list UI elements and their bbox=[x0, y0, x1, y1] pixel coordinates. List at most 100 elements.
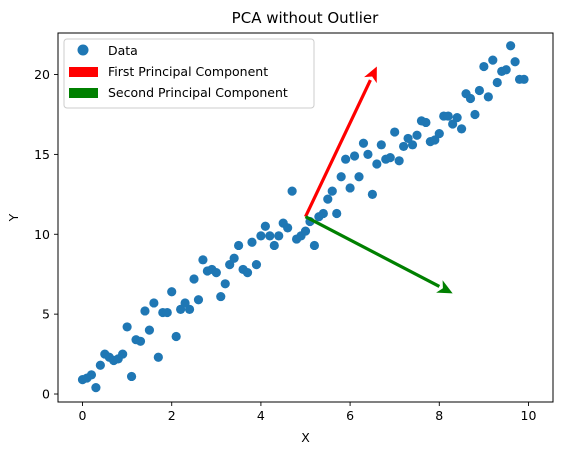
data-point bbox=[95, 360, 105, 370]
data-point bbox=[349, 151, 360, 161]
data-point bbox=[354, 172, 364, 182]
second-component-arrow-head bbox=[436, 280, 453, 294]
data-point bbox=[345, 183, 355, 193]
data-point bbox=[358, 138, 369, 148]
data-point bbox=[407, 140, 418, 150]
data-point bbox=[448, 119, 458, 129]
data-point bbox=[91, 383, 101, 393]
data-point bbox=[144, 325, 155, 335]
y-tick-label: 15 bbox=[34, 147, 50, 162]
data-point bbox=[269, 240, 279, 251]
data-point bbox=[519, 74, 529, 84]
data-point bbox=[122, 322, 132, 332]
y-tick-label: 0 bbox=[42, 387, 50, 402]
second-component-arrow-shaft bbox=[304, 215, 441, 288]
data-point bbox=[470, 109, 480, 120]
data-point bbox=[86, 370, 97, 380]
data-point bbox=[229, 253, 239, 263]
legend-second-component-swatch bbox=[69, 88, 98, 98]
data-point bbox=[510, 57, 520, 67]
data-point bbox=[385, 152, 395, 163]
x-tick-label: 2 bbox=[168, 408, 176, 423]
data-point bbox=[251, 260, 262, 270]
data-point bbox=[399, 141, 409, 152]
data-point bbox=[216, 291, 226, 302]
data-point bbox=[390, 127, 400, 137]
data-point bbox=[140, 306, 150, 316]
data-point bbox=[403, 133, 413, 144]
data-point bbox=[135, 336, 146, 346]
x-tick-label: 8 bbox=[435, 408, 443, 423]
data-point bbox=[506, 41, 516, 51]
data-point bbox=[483, 92, 493, 102]
data-point bbox=[256, 231, 266, 241]
axes-ticks: 0 2 4 6 8 10 0 5 10 15 20 bbox=[34, 67, 536, 423]
data-point bbox=[234, 240, 244, 251]
legend-first-component-swatch bbox=[69, 67, 98, 77]
y-tick-label: 20 bbox=[34, 67, 50, 82]
data-point bbox=[118, 349, 128, 359]
y-axis-label: Y bbox=[6, 213, 21, 222]
first-component-arrow-shaft bbox=[304, 79, 372, 218]
data-point bbox=[171, 331, 181, 342]
data-point bbox=[412, 130, 422, 140]
data-point bbox=[443, 111, 453, 121]
data-point bbox=[492, 77, 502, 88]
data-point bbox=[309, 240, 320, 251]
data-point bbox=[394, 156, 404, 166]
data-point bbox=[265, 231, 275, 241]
data-point bbox=[287, 186, 297, 196]
data-point bbox=[153, 352, 163, 362]
data-point bbox=[372, 159, 382, 169]
data-point bbox=[193, 295, 204, 305]
y-tick-label: 5 bbox=[42, 307, 50, 322]
data-point bbox=[149, 298, 159, 308]
data-point bbox=[260, 221, 270, 231]
data-point bbox=[220, 279, 230, 289]
data-point bbox=[242, 268, 253, 278]
legend-data-label: Data bbox=[108, 43, 138, 58]
component-arrows bbox=[304, 66, 453, 294]
data-point bbox=[167, 287, 177, 297]
data-point bbox=[318, 208, 328, 219]
legend-box bbox=[63, 38, 315, 109]
data-point bbox=[162, 307, 172, 318]
x-axis-label: X bbox=[301, 430, 310, 445]
legend-data-marker bbox=[77, 44, 89, 56]
chart-title: PCA without Outlier bbox=[232, 9, 379, 27]
data-point bbox=[198, 255, 208, 265]
data-point bbox=[456, 124, 467, 134]
data-point bbox=[376, 140, 386, 150]
y-tick-label: 10 bbox=[34, 227, 50, 242]
data-point bbox=[474, 85, 485, 96]
data-point bbox=[176, 304, 186, 314]
data-point bbox=[274, 231, 284, 241]
data-point bbox=[430, 135, 440, 145]
data-point bbox=[434, 129, 444, 139]
data-point bbox=[327, 186, 337, 196]
data-point bbox=[501, 65, 511, 75]
x-tick-label: 10 bbox=[521, 408, 537, 423]
plot-frame bbox=[57, 32, 554, 403]
data-point bbox=[126, 371, 137, 382]
data-point bbox=[336, 172, 346, 182]
legend-first-component-label: First Principal Component bbox=[108, 64, 268, 79]
x-tick-label: 4 bbox=[257, 408, 265, 423]
data-point bbox=[341, 154, 351, 164]
data-point bbox=[488, 55, 498, 65]
data-point bbox=[211, 268, 221, 278]
data-point bbox=[479, 61, 489, 72]
data-point bbox=[323, 194, 333, 204]
data-point bbox=[452, 113, 462, 123]
data-point bbox=[180, 298, 190, 308]
data-point bbox=[189, 274, 199, 284]
legend: Data First Principal Component Second Pr… bbox=[63, 38, 315, 109]
x-tick-label: 6 bbox=[346, 408, 354, 423]
data-point bbox=[225, 260, 235, 270]
legend-second-component-label: Second Principal Component bbox=[108, 85, 288, 100]
data-point bbox=[367, 189, 377, 199]
data-point bbox=[300, 226, 311, 236]
data-point bbox=[184, 304, 195, 314]
data-point bbox=[465, 93, 476, 104]
